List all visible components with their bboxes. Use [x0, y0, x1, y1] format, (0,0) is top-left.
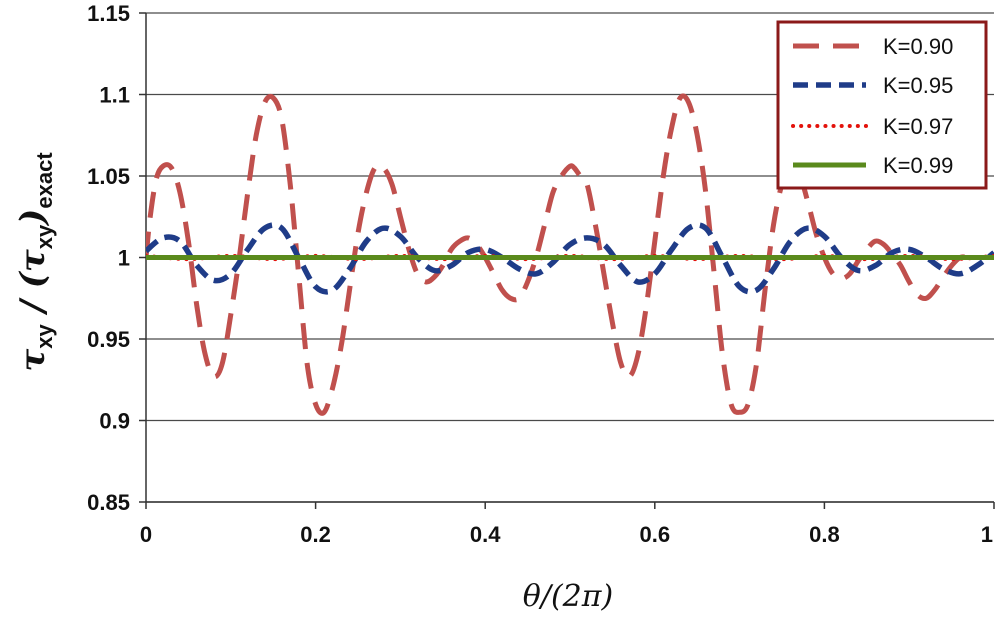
x-tick-label: 0.8: [809, 522, 840, 547]
y-tick-label: 1: [118, 246, 130, 271]
x-tick-label: 0.6: [640, 522, 671, 547]
axes: [139, 12, 995, 509]
x-tick-labels: 0 0.2 0.4 0.6 0.8 1: [140, 522, 993, 547]
series-line-k090: [146, 93, 994, 416]
x-axis-label: θ/(2π): [523, 579, 613, 614]
y-tick-label: 0.9: [99, 409, 130, 434]
y-tick-label: 0.85: [87, 490, 130, 515]
legend-box: [776, 20, 988, 190]
y-axis-label: τxy / (τxy)exact: [13, 152, 57, 372]
legend-label-k099: K=0.99: [883, 153, 953, 178]
legend: K=0.90 K=0.95 K=0.97 K=0.99: [776, 20, 988, 190]
series-layer: [146, 93, 994, 416]
legend-label-k090: K=0.90: [883, 34, 953, 59]
x-tick-label: 0: [140, 522, 152, 547]
x-tick-label: 0.4: [470, 522, 501, 547]
x-tick-label: 0.2: [300, 522, 331, 547]
legend-label-k097: K=0.97: [883, 114, 953, 139]
y-tick-label: 1.15: [87, 1, 130, 26]
y-tick-label: 1.1: [99, 83, 130, 108]
y-tick-label: 1.05: [87, 164, 130, 189]
y-tick-labels: 0.85 0.9 0.95 1 1.05 1.1 1.15: [87, 1, 130, 515]
y-tick-label: 0.95: [87, 327, 130, 352]
x-tick-label: 1: [981, 522, 993, 547]
legend-label-k095: K=0.95: [883, 73, 953, 98]
series-line-k095: [146, 222, 994, 295]
